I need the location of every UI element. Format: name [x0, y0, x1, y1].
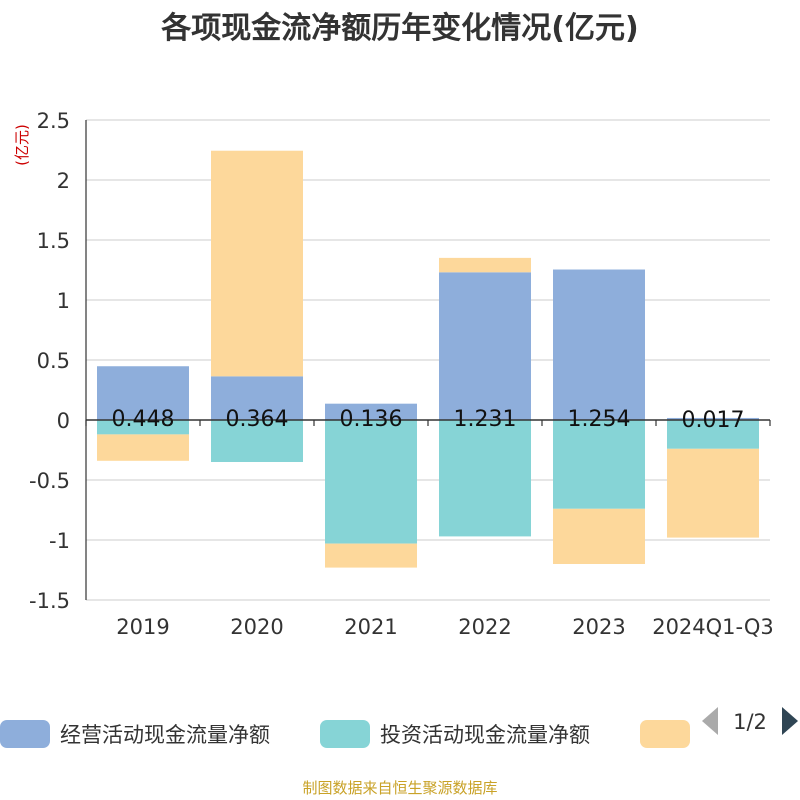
- legend: 经营活动现金流量净额 投资活动现金流量净额: [0, 720, 690, 748]
- bar-series-1: [439, 272, 531, 420]
- y-tick-label: 1: [57, 289, 70, 313]
- pager-prev-icon[interactable]: [702, 707, 718, 735]
- chart-title: 各项现金流净额历年变化情况(亿元): [160, 11, 638, 46]
- data-label: 1.254: [568, 407, 631, 432]
- bar-series-2: [97, 420, 189, 435]
- legend-label[interactable]: 投资活动现金流量净额: [380, 723, 590, 747]
- y-tick-label: -1.5: [29, 589, 70, 613]
- bar-series-2: [325, 420, 417, 544]
- bar-series-2: [553, 420, 645, 509]
- source-note: 制图数据来自恒生聚源数据库: [302, 779, 497, 797]
- x-tick-label: 2023: [572, 615, 625, 639]
- bar-series-3: [667, 448, 759, 538]
- y-tick-label: 0.5: [37, 349, 70, 373]
- pager-next-icon[interactable]: [782, 707, 798, 735]
- bar-series-1: [97, 366, 189, 420]
- y-tick-label: 2: [57, 169, 70, 193]
- legend-swatch[interactable]: [0, 720, 50, 748]
- bars: [97, 150, 759, 568]
- bar-series-3: [553, 508, 645, 564]
- bar-series-2: [439, 420, 531, 537]
- data-labels: 0.448 0.364 0.136 1.231 1.254 0.017: [112, 407, 745, 433]
- bar-series-3: [325, 543, 417, 568]
- data-label: 1.231: [454, 407, 517, 432]
- legend-swatch[interactable]: [640, 720, 690, 748]
- data-label: 0.017: [682, 408, 745, 433]
- x-tick-label: 2021: [344, 615, 397, 639]
- y-axis-unit: (亿元): [13, 124, 31, 166]
- y-tick-label: 1.5: [37, 229, 70, 253]
- legend-swatch[interactable]: [320, 720, 370, 748]
- x-tick-label: 2022: [458, 615, 511, 639]
- bar-series-1: [667, 417, 759, 420]
- bar-series-3: [97, 434, 189, 461]
- y-tick-label: -0.5: [29, 469, 70, 493]
- bar-series-2: [667, 420, 759, 449]
- x-tick-label: 2024Q1-Q3: [652, 615, 774, 639]
- bar-series-2: [211, 420, 303, 462]
- y-tick-label: -1: [49, 529, 70, 553]
- pager-text: 1/2: [733, 710, 767, 734]
- bar-series-1: [553, 269, 645, 420]
- data-label: 0.136: [340, 407, 403, 432]
- data-label: 0.364: [226, 407, 289, 432]
- axes: [85, 120, 771, 600]
- bar-series-1: [211, 376, 303, 420]
- x-tick-label: 2020: [230, 615, 283, 639]
- x-tick-label: 2019: [116, 615, 169, 639]
- y-axis-ticks: 2.5 2 1.5 1 0.5 0 -0.5 -1 -1.5: [29, 109, 70, 613]
- x-axis-ticks: 2019 2020 2021 2022 2023 2024Q1-Q3: [116, 615, 774, 639]
- y-tick-label: 0: [57, 409, 70, 433]
- bar-series-3: [439, 257, 531, 273]
- bar-series-3: [211, 150, 303, 377]
- legend-label[interactable]: 经营活动现金流量净额: [60, 723, 270, 747]
- y-tick-label: 2.5: [37, 109, 70, 133]
- legend-pager: 1/2: [702, 707, 798, 735]
- bar-series-1: [325, 403, 417, 420]
- data-label: 0.448: [112, 407, 175, 432]
